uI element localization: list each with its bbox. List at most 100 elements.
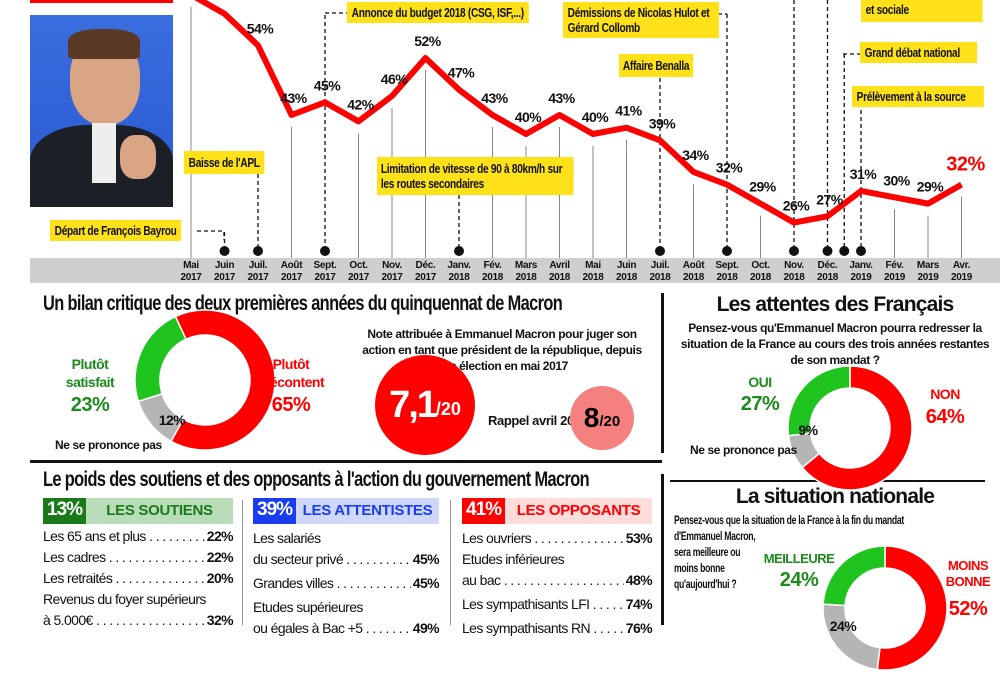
data-label: 40% xyxy=(582,109,610,125)
opposants-pct: 41% xyxy=(462,498,506,524)
x-tick-month: Oct. xyxy=(751,260,770,271)
attentistes-name: LES ATTENTISTES xyxy=(296,498,439,524)
data-label: 29% xyxy=(917,179,945,195)
nsp-value: 12% xyxy=(158,412,186,428)
rappel-scale: /20 xyxy=(599,412,621,430)
data-label: 39% xyxy=(649,115,677,131)
event-bayrou: Départ de François Bayrou xyxy=(50,220,182,241)
list-item: Les sympathisants RN76% xyxy=(462,618,653,639)
nsp-label: Ne se prononce pas xyxy=(55,438,162,452)
data-label: 42% xyxy=(347,96,375,112)
popularity-line-chart: 54% 43% 45% 42% 46% 52% 47% 43% 40% 43% 40% 41% 39% 3… xyxy=(180,0,986,283)
x-tick-month: Déc. xyxy=(818,260,838,271)
donut-slice-plut-t-satisfait xyxy=(134,315,187,403)
note-scale: /20 xyxy=(435,398,461,419)
x-tick-month: Mai xyxy=(183,260,199,271)
x-tick-month: Mai xyxy=(585,260,601,271)
opposants-name: LES OPPOSANTS xyxy=(505,498,652,524)
event-connector xyxy=(197,230,225,240)
x-tick-year: 2019 xyxy=(951,272,973,283)
x-tick-month: Avril xyxy=(549,260,570,271)
soutiens-badge: 13% LES SOUTIENS xyxy=(43,498,233,524)
mecontent-value: 65% xyxy=(271,394,311,416)
popularity-line xyxy=(194,0,963,226)
donut-slice-plut-t-m-content xyxy=(170,309,276,451)
event-prelevement: Prélèvement à la source xyxy=(852,86,984,107)
data-label: 41% xyxy=(615,103,643,119)
x-tick-year: 2017 xyxy=(281,272,303,283)
x-tick-month: Août xyxy=(683,260,706,271)
x-tick-month: Mars xyxy=(917,260,940,271)
list-item: Revenus du foyer supérieurs xyxy=(43,591,206,607)
donut-slice-meilleure xyxy=(822,545,886,607)
donut-slice-non xyxy=(801,365,913,491)
x-tick-month: Fév. xyxy=(885,260,904,271)
attentistes-badge: 39% LES ATTENTISTES xyxy=(253,498,439,524)
x-tick-month: Fév. xyxy=(483,260,502,271)
moins-bonne-value: 52% xyxy=(948,598,988,620)
donut-slice-oui xyxy=(787,365,851,437)
event-dot xyxy=(454,246,464,256)
event-dot xyxy=(722,246,732,256)
x-tick-month: Déc. xyxy=(416,260,436,271)
note-circle: 7,1/20 xyxy=(375,355,475,455)
x-tick-year: 2018 xyxy=(716,272,738,283)
data-label: 54% xyxy=(247,20,275,36)
event-dot xyxy=(839,246,850,256)
x-tick-year: 2018 xyxy=(549,272,571,283)
event-demissions: Démissions de Nicolas Hulot et Gérard Co… xyxy=(563,2,719,38)
x-tick-year: 2017 xyxy=(247,272,269,283)
x-tick-year: 2018 xyxy=(582,272,604,283)
list-item: Grandes villes45% xyxy=(253,573,440,594)
x-tick-year: 2017 xyxy=(180,272,202,283)
data-label: 40% xyxy=(515,109,543,125)
data-label: 43% xyxy=(548,90,576,106)
data-label: 32% xyxy=(716,160,744,176)
situation-question-2: d'Emmanuel Macron, sera meilleure ou moi… xyxy=(674,529,756,591)
oui-label: OUI xyxy=(748,374,772,390)
x-tick-month: Août xyxy=(281,260,304,271)
x-tick-year: 2017 xyxy=(415,272,437,283)
x-tick-year: 2018 xyxy=(515,272,537,283)
x-tick-year: 2017 xyxy=(314,272,336,283)
event-budget: Annonce du budget 2018 (CSG, ISF,...) xyxy=(347,2,529,23)
x-tick-year: 2017 xyxy=(381,272,403,283)
x-tick-year: 2019 xyxy=(917,272,939,283)
divider-vertical-2 xyxy=(661,474,664,625)
opposants-badge: 41% LES OPPOSANTS xyxy=(462,498,652,524)
x-tick-month: Avr. xyxy=(953,260,971,271)
list-item: au bac48% xyxy=(462,570,653,591)
list-item: à 5.000€32% xyxy=(43,610,234,631)
event-vitesse: Limitation de vitesse de 90 à 80km/h sur… xyxy=(377,157,574,195)
list-item: du secteur privé45% xyxy=(253,549,440,570)
event-dot xyxy=(789,246,799,256)
x-tick-year: 2018 xyxy=(482,272,504,283)
data-label: 31% xyxy=(850,166,878,182)
x-tick-month: Juil. xyxy=(651,260,670,271)
group-soutiens: 13%LES SOUTIENS Les 65 ans et plus22% Le… xyxy=(43,498,234,631)
satisfait-value: 23% xyxy=(70,394,110,416)
moins-bonne-label: MOINS BONNE xyxy=(945,558,991,589)
event-crise-sociale: et sociale xyxy=(861,0,983,22)
situation-nsp-value: 24% xyxy=(829,618,857,634)
x-tick-year: 2019 xyxy=(884,272,906,283)
mecontent-label: Plutôt mécontent xyxy=(257,356,325,390)
event-dot xyxy=(219,246,230,256)
data-label: 29% xyxy=(749,179,777,195)
attentistes-pct: 39% xyxy=(253,498,297,524)
macron-photo xyxy=(30,15,173,207)
list-item: Etudes inférieures xyxy=(462,551,565,567)
event-dot xyxy=(253,246,263,256)
x-tick-year: 2018 xyxy=(616,272,638,283)
data-label: 43% xyxy=(481,90,509,106)
x-tick-year: 2018 xyxy=(750,272,772,283)
note-value: 7,1 xyxy=(389,383,438,426)
x-tick-year: 2017 xyxy=(348,272,370,283)
x-tick-year: 2018 xyxy=(649,272,671,283)
attentes-donut xyxy=(787,365,913,491)
note-text: Note attribuée à Emmanuel Macron pour ju… xyxy=(362,327,642,373)
situation-question-1: Pensez-vous que la situation de la Franc… xyxy=(674,513,904,527)
list-item: Les salariés xyxy=(253,530,321,546)
x-tick-year: 2018 xyxy=(448,272,470,283)
col-divider xyxy=(450,500,451,625)
